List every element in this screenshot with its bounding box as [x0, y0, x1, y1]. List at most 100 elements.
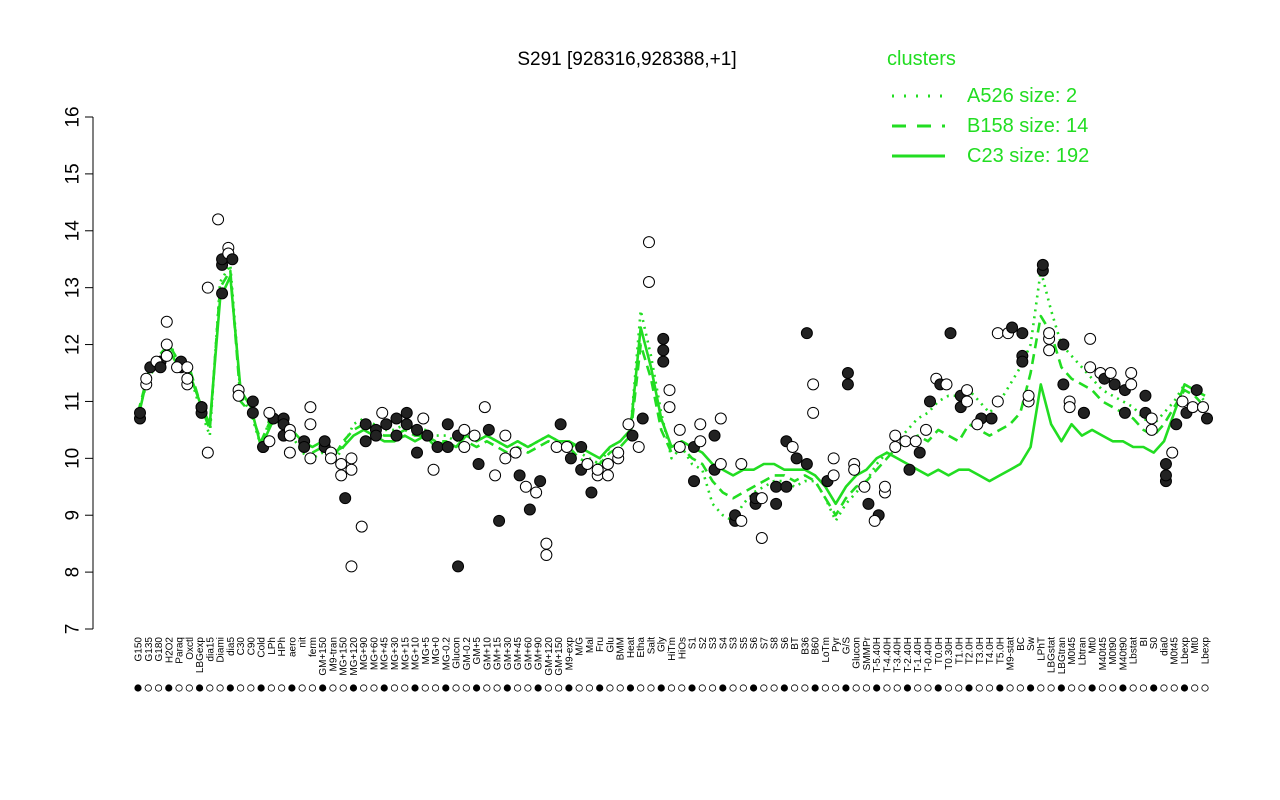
data-point	[359, 418, 372, 431]
x-tick-label: BT	[790, 637, 801, 650]
data-point	[380, 418, 393, 431]
data-point	[642, 236, 655, 249]
data-point	[482, 423, 495, 436]
x-marker-dot	[565, 684, 573, 692]
x-tick-label: aero	[287, 637, 298, 657]
data-point	[246, 406, 259, 419]
data-point	[714, 412, 727, 425]
data-point	[376, 406, 389, 419]
x-marker-dot	[1180, 684, 1189, 692]
x-tick-label: GM+5	[472, 637, 483, 665]
data-point	[369, 429, 382, 442]
data-point	[657, 355, 670, 368]
data-point	[735, 458, 748, 471]
x-tick-label: LoTm	[821, 637, 832, 663]
x-marker-dot	[401, 684, 409, 692]
data-point	[534, 475, 547, 488]
data-point	[1057, 378, 1070, 391]
x-marker-dot	[647, 684, 655, 692]
x-marker-dot	[852, 684, 860, 692]
x-marker-dot	[965, 684, 973, 692]
data-point	[913, 446, 926, 459]
y-tick-label: 10	[63, 448, 84, 469]
data-point	[212, 213, 225, 226]
x-marker-dot	[411, 684, 419, 692]
data-point	[345, 463, 358, 476]
x-tick-label: S8	[770, 637, 781, 650]
x-tick-label: GM+90	[534, 637, 545, 671]
x-tick-label: M/G	[575, 637, 586, 656]
data-point	[688, 475, 701, 488]
data-point	[154, 361, 167, 374]
x-marker-dot	[1047, 684, 1055, 692]
x-marker-dot	[319, 684, 327, 692]
x-marker-dot	[985, 684, 994, 692]
x-tick-label: GM+15	[493, 637, 504, 671]
data-point	[560, 440, 573, 453]
data-point	[540, 549, 553, 562]
x-tick-label: MG+120	[349, 637, 360, 676]
x-marker-dot	[247, 684, 255, 692]
x-marker-dot	[903, 684, 912, 692]
x-tick-label: C90	[246, 637, 257, 656]
data-point	[232, 389, 245, 402]
data-point	[1057, 338, 1070, 351]
x-marker-dot	[380, 684, 388, 692]
x-tick-label: SMMPr	[862, 636, 873, 670]
x-marker-dot	[791, 684, 799, 692]
x-marker-dot	[298, 684, 306, 692]
x-marker-dot	[893, 684, 901, 692]
x-marker-dot	[626, 684, 635, 692]
x-marker-dot	[1201, 684, 1209, 692]
legend: clusters A526 size: 2 B158 size: 14 C23 …	[887, 48, 1089, 167]
data-point	[940, 378, 953, 391]
legend-title: clusters	[887, 48, 956, 70]
x-marker-dot	[257, 684, 265, 692]
data-point	[786, 440, 799, 453]
data-point	[509, 446, 522, 459]
x-marker-dot	[811, 684, 819, 692]
x-marker-dot	[236, 684, 245, 692]
x-marker-dot	[934, 684, 942, 692]
x-tick-label: HiTm	[667, 637, 678, 661]
x-marker-dot	[1006, 684, 1014, 692]
data-point	[591, 463, 604, 476]
data-point	[1125, 367, 1138, 379]
x-tick-label: MG+150	[339, 637, 350, 676]
x-tick-label: dia5	[226, 637, 237, 656]
x-tick-label: B36	[800, 637, 811, 655]
x-marker-dot	[555, 684, 563, 692]
x-marker-dot	[842, 684, 850, 692]
data-point	[673, 440, 686, 453]
legend-entry-3: C23 size: 192	[967, 145, 1089, 167]
x-marker-dot	[308, 684, 317, 692]
axes: 7 8 9 10 11 12 13 14 15 16	[63, 106, 94, 634]
x-tick-label: Cold	[257, 637, 268, 658]
data-point	[335, 469, 348, 482]
x-tick-label: MG+45	[380, 637, 391, 671]
x-marker-dot	[1129, 684, 1137, 692]
x-marker-dot	[1088, 684, 1096, 692]
data-point	[1170, 418, 1183, 431]
x-marker-dot	[339, 684, 347, 692]
x-marker-dot	[1170, 684, 1178, 692]
x-tick-label: GM+10	[482, 637, 493, 671]
data-point	[359, 435, 372, 448]
x-marker-dot	[349, 684, 358, 692]
x-tick-label: Mt0	[1088, 637, 1099, 654]
x-tick-label: nit	[298, 637, 309, 648]
x-tick-label: GM+60	[523, 637, 534, 671]
x-marker-dot	[688, 684, 696, 692]
x-tick-label: T-1.40H	[913, 637, 924, 673]
x-marker-dot	[780, 684, 788, 692]
data-point	[160, 338, 173, 351]
data-point	[339, 492, 352, 505]
data-point	[1077, 406, 1090, 419]
legend-entry-1: A526 size: 2	[967, 85, 1077, 107]
data-point	[400, 406, 413, 419]
data-point	[657, 332, 670, 345]
data-point	[499, 452, 512, 465]
data-point	[411, 423, 424, 436]
x-tick-label: S7	[759, 637, 770, 650]
data-point	[160, 315, 173, 328]
